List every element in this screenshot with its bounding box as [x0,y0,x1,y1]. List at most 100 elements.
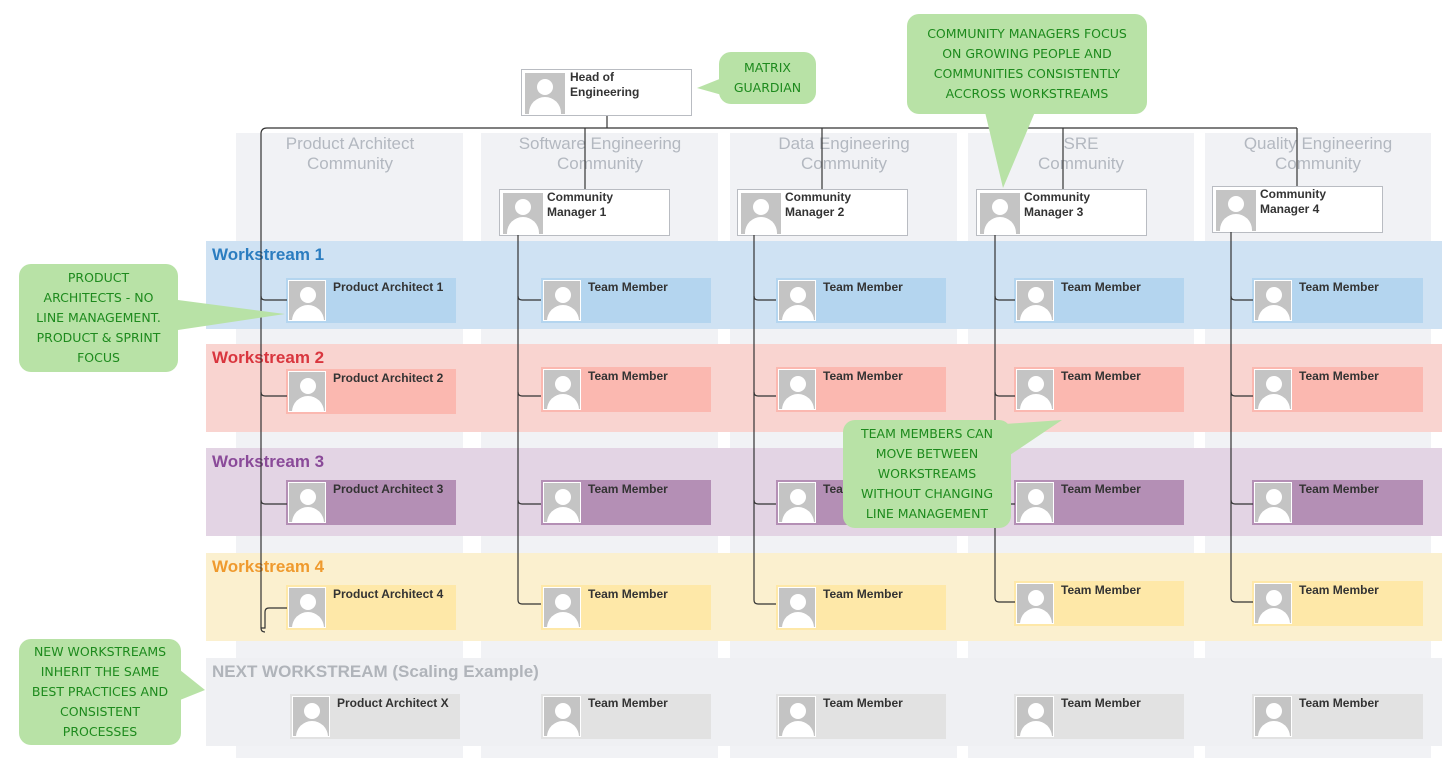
column-bg-product-architect [236,133,463,758]
community-manager-1-card[interactable]: Community Manager 1 [499,189,670,236]
avatar [1216,190,1256,231]
card-label: Team Member [1299,369,1379,383]
callout-product-architects: Product Architects - no line management.… [19,264,178,372]
card-label: Team Member [1061,696,1141,710]
workstream-label: Workstream 2 [212,348,325,367]
callout-new-workstreams: New workstreams inherit the same best pr… [19,639,181,745]
card-label: Team Member [1061,583,1141,597]
head-of-engineering-label: Head of Engineering [570,70,640,99]
callout-tail-new-workstreams [180,670,205,700]
community-title-software-engineering: Software Engineering Community [518,134,682,173]
team-member-card[interactable]: Team Member [541,367,711,412]
callout-tail-matrix [697,78,722,95]
avatar [1016,482,1054,523]
community-manager-4-card[interactable]: Community Manager 4 [1212,186,1383,233]
card-label: Team Member [588,587,668,601]
team-member-card[interactable]: Team Member [1252,581,1423,626]
community-title-product-architect: Product Architect Community [285,134,415,173]
card-label: Team Member [1299,482,1379,496]
avatar [1254,482,1292,523]
avatar [543,280,581,321]
avatar [778,696,816,737]
avatar [292,696,330,737]
avatar [1016,280,1054,321]
card-label: Team Member [1299,696,1379,710]
avatar [288,587,326,628]
community-manager-label: Community Manager 2 [785,190,851,219]
card-label: Product Architect 2 [333,371,444,385]
card-label: Product Architect 3 [333,482,444,496]
avatar [778,587,816,628]
card-label: Team Member [588,280,668,294]
card-label: Team Member [588,482,668,496]
avatar [1016,696,1054,737]
card-label: Product Architect X [337,696,449,710]
team-member-card[interactable]: Team Member [776,694,946,739]
avatar [288,280,326,321]
avatar [543,482,581,523]
product-architect-card[interactable]: Product Architect 2 [286,369,456,414]
team-member-card[interactable]: Team Member [541,585,711,630]
team-member-card[interactable]: Team Member [1014,278,1184,323]
callout-tail-product-architects [178,300,285,330]
card-label: Team Member [1299,280,1379,294]
team-member-card[interactable]: Team Member [776,585,946,630]
card-label: Product Architect 1 [333,280,444,294]
community-manager-3-card[interactable]: Community Manager 3 [976,189,1147,236]
avatar [1254,280,1292,321]
team-member-card[interactable]: Team Member [541,278,711,323]
product-architect-card[interactable]: Product Architect X [290,694,460,739]
product-architect-card[interactable]: Product Architect 3 [286,480,456,525]
community-manager-label: Community Manager 4 [1260,187,1326,216]
team-member-card[interactable]: Team Member [541,694,711,739]
card-label: Team Member [823,280,903,294]
callout-community-managers: Community Managers focus on growing peop… [907,14,1147,114]
product-architect-card[interactable]: Product Architect 1 [286,278,456,323]
card-label: Product Architect 4 [333,587,444,601]
avatar [288,371,326,412]
avatar [778,280,816,321]
card-label: Team Member [1299,583,1379,597]
head-of-engineering-card[interactable]: Head of Engineering [521,69,692,116]
callout-matrix-guardian: Matrix Guardian [719,52,816,104]
avatar [1254,583,1292,624]
avatar [778,369,816,410]
team-member-card[interactable]: Team Member [1014,581,1184,626]
team-member-card[interactable]: Team Member [776,367,946,412]
avatar [778,482,816,523]
team-member-card[interactable]: Team Member [1014,694,1184,739]
column-bg-software-engineering [481,133,718,758]
card-label: Team Member [1061,482,1141,496]
card-label: Team Member [823,696,903,710]
team-member-card[interactable]: Team Member [1252,367,1423,412]
community-manager-label: Community Manager 1 [547,190,613,219]
community-manager-2-card[interactable]: Community Manager 2 [737,189,908,236]
avatar [1016,369,1054,410]
team-member-card[interactable]: Team Member [1014,367,1184,412]
avatar [1254,369,1292,410]
workstream-label: NEXT WORKSTREAM (Scaling Example) [212,662,539,681]
community-title-sre: SRE Community [1038,134,1124,173]
team-member-card[interactable]: Team Member [541,480,711,525]
team-member-card[interactable]: Team Member [1252,480,1423,525]
avatar [543,696,581,737]
avatar [288,482,326,523]
team-member-card[interactable]: Team Member [1252,278,1423,323]
workstream-label: Workstream 3 [212,452,325,471]
workstream-label: Workstream 1 [212,245,325,264]
avatar [980,193,1020,234]
avatar [503,193,543,234]
card-label: Team Member [588,369,668,383]
avatar [543,587,581,628]
avatar [1254,696,1292,737]
team-member-card[interactable]: Team Member [1252,694,1423,739]
callout-team-members: Team members can move between workstream… [843,420,1011,528]
product-architect-card[interactable]: Product Architect 4 [286,585,456,630]
team-member-card[interactable]: Team Member [1014,480,1184,525]
column-bg-quality-engineering [1205,133,1431,758]
workstream-label: Workstream 4 [212,557,325,576]
card-label: Team Member [823,369,903,383]
connector-pa-trunk [260,127,268,633]
team-member-card[interactable]: Team Member [776,278,946,323]
